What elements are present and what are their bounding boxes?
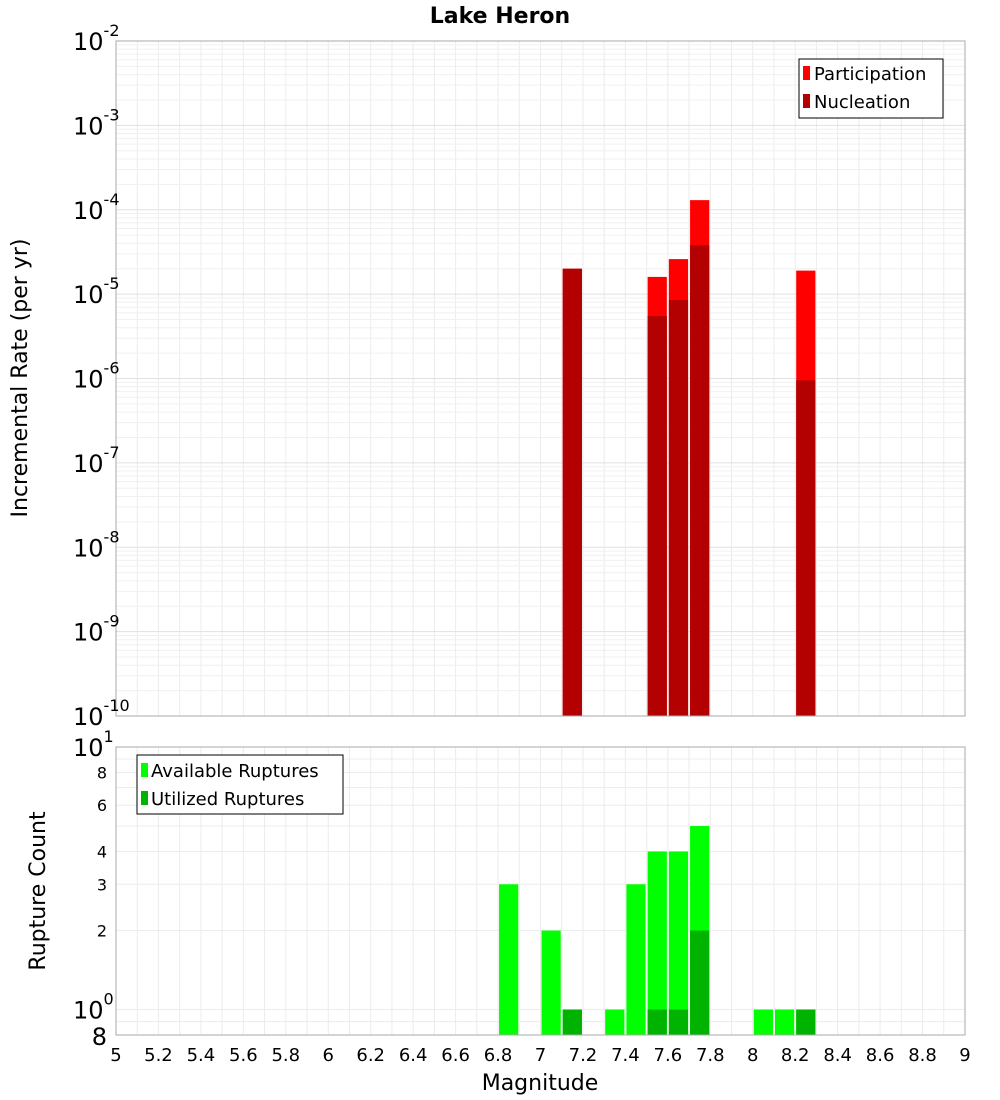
x-tick-label: 5.2 [144, 1045, 173, 1066]
x-tick-label: 7.8 [696, 1045, 725, 1066]
x-tick-label: 6 [323, 1045, 334, 1066]
bar-available-ruptures-7.55 [647, 851, 667, 1035]
x-tick-label: 7 [535, 1045, 546, 1066]
top-y-tick-label: 10-7 [73, 443, 120, 478]
legend-label-available: Available Ruptures [151, 761, 319, 782]
top-grid [115, 41, 966, 717]
bar-available-ruptures-7.45 [626, 884, 646, 1035]
x-tick-label: 8.8 [908, 1045, 937, 1066]
bar-utilized-ruptures-7.65 [668, 1009, 689, 1035]
top-y-tick-label: 10-10 [73, 696, 130, 731]
x-tick-label: 7.4 [611, 1045, 640, 1066]
top-y-tick-label: 10-4 [73, 190, 120, 225]
bar-available-ruptures-8.05 [753, 1009, 773, 1035]
top-y-tick-label: 10-8 [73, 527, 120, 562]
bottom-y-tick-minor: 3 [97, 875, 107, 894]
bar-available-ruptures-7.35 [605, 1009, 625, 1035]
bar-available-ruptures-7.65 [668, 851, 689, 1035]
bottom-legend: Available Ruptures Utilized Ruptures [136, 754, 344, 815]
chart-title: Lake Heron [430, 4, 570, 29]
x-tick-label: 5 [110, 1045, 121, 1066]
bottom-bars [499, 826, 816, 1035]
x-tick-label: 8.4 [823, 1045, 852, 1066]
legend-label-nucleation: Nucleation [814, 92, 910, 113]
top-y-axis-label: Incremental Rate (per yr) [8, 239, 33, 518]
top-y-ticks: 10-2 10-3 10-4 10-5 10-6 10-7 10-8 10-9 10-10 [73, 21, 130, 731]
x-axis-label: Magnitude [482, 1071, 599, 1096]
top-y-tick-label: 10-3 [73, 105, 120, 140]
bar-available-ruptures-8.15 [774, 1009, 795, 1035]
top-legend: Participation Nucleation [798, 58, 944, 119]
bar-nucleation-7.65 [668, 300, 689, 716]
bar-utilized-ruptures-7.15 [562, 1009, 582, 1035]
bar-nucleation-8.25 [796, 380, 816, 716]
bar-nucleation-7.55 [647, 316, 667, 716]
bottom-y-tick-minor: 2 [97, 922, 107, 941]
legend-swatch-available [141, 763, 148, 777]
x-tick-label: 6.2 [356, 1045, 385, 1066]
bar-utilized-ruptures-8.25 [796, 1009, 816, 1035]
x-tick-label: 8.6 [866, 1045, 895, 1066]
x-tick-label: 6.6 [441, 1045, 470, 1066]
legend-swatch-nucleation [803, 94, 810, 108]
bar-available-ruptures-7.05 [541, 930, 561, 1035]
bottom-y-tick-minor: 8 [97, 763, 107, 782]
top-y-tick-label: 10-6 [73, 359, 120, 394]
bottom-y-axis-label: Rupture Count [26, 811, 51, 971]
bottom-y-tick-minor: 6 [97, 796, 107, 815]
bottom-y-tick-major: 100 [73, 990, 114, 1025]
x-tick-label: 8.2 [781, 1045, 810, 1066]
bar-nucleation-7.75 [690, 245, 710, 717]
bottom-y-tick-major: 101 [73, 727, 114, 762]
top-y-tick-label: 10-2 [73, 21, 120, 56]
legend-swatch-participation [803, 66, 810, 80]
x-axis-ticks: 5 5.2 5.4 5.6 5.8 6 6.2 6.4 6.6 6.8 7 7.2 7.4 7.6 7.8 8… [110, 1045, 970, 1066]
incremental-rate-plot: 10-2 10-3 10-4 10-5 10-6 10-7 10-8 10-9 10-10 In… [8, 21, 966, 731]
bar-nucleation-7.15 [562, 268, 582, 716]
top-bars [562, 200, 816, 717]
bar-utilized-ruptures-7.75 [690, 930, 710, 1035]
bottom-legend-box [136, 754, 344, 815]
top-legend-box [798, 58, 944, 119]
x-tick-label: 5.4 [187, 1045, 216, 1066]
legend-label-utilized: Utilized Ruptures [151, 789, 304, 810]
bottom-y-tick-bottom: 8 [92, 1023, 107, 1051]
x-tick-label: 8 [747, 1045, 758, 1066]
legend-label-participation: Participation [814, 64, 926, 85]
x-tick-label: 7.6 [654, 1045, 683, 1066]
top-plot-frame [115, 40, 966, 717]
top-y-tick-label: 10-5 [73, 274, 120, 309]
bottom-y-tick-minor: 4 [97, 842, 107, 861]
bar-utilized-ruptures-7.55 [647, 1009, 667, 1035]
top-y-tick-label: 10-9 [73, 612, 120, 647]
x-tick-label: 7.2 [569, 1045, 598, 1066]
x-tick-label: 6.4 [399, 1045, 428, 1066]
legend-swatch-utilized [141, 791, 148, 805]
x-tick-label: 5.8 [271, 1045, 300, 1066]
bar-available-ruptures-6.85 [499, 884, 519, 1035]
x-tick-label: 9 [959, 1045, 970, 1066]
x-tick-label: 5.6 [229, 1045, 258, 1066]
x-tick-label: 6.8 [484, 1045, 513, 1066]
bottom-plot-frame [115, 746, 966, 1036]
